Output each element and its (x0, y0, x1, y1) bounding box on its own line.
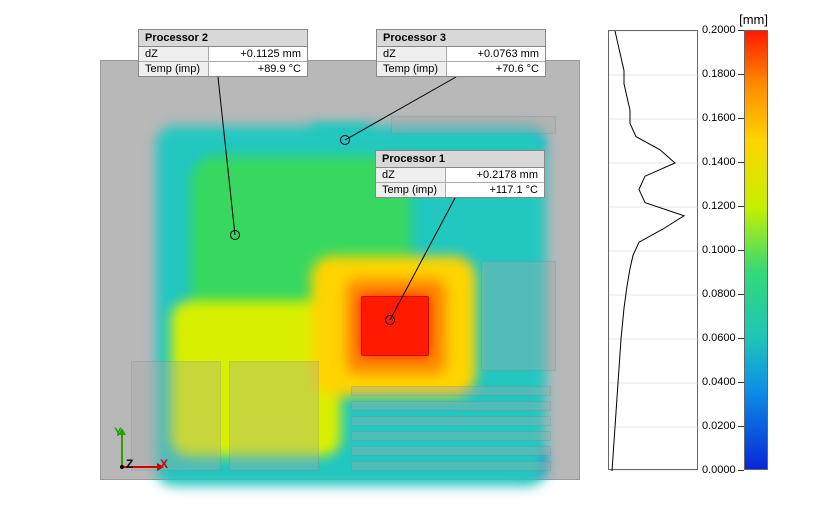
pcb-feature (351, 446, 551, 456)
legend-tick-label: 0.0600 (702, 332, 738, 344)
thermal-visualization: Processor 2dZ+0.1125 mmTemp (imp)+89.9 °… (100, 35, 580, 480)
pcb-substrate (100, 60, 580, 480)
probe-point-proc3 (340, 135, 350, 145)
callout-row: dZ+0.0763 mm (377, 47, 545, 62)
legend-tick-label: 0.1200 (702, 200, 738, 212)
callout-proc2: Processor 2dZ+0.1125 mmTemp (imp)+89.9 °… (138, 29, 308, 77)
callout-value: +70.6 °C (447, 62, 545, 76)
pcb-feature (229, 361, 319, 471)
legend-tick-label: 0.0400 (702, 376, 738, 388)
axis-z-label: Z (126, 457, 133, 471)
legend-tick-label: 0.1000 (702, 244, 738, 256)
callout-value: +0.1125 mm (209, 47, 307, 61)
callout-key: Temp (imp) (376, 183, 446, 197)
callout-row: Temp (imp)+117.1 °C (376, 183, 544, 197)
probe-point-proc1 (385, 315, 395, 325)
legend-tick-mark (738, 250, 744, 251)
callout-title: Processor 1 (376, 151, 544, 168)
callout-key: Temp (imp) (377, 62, 447, 76)
legend-tick-mark (738, 294, 744, 295)
callout-proc3: Processor 3dZ+0.0763 mmTemp (imp)+70.6 °… (376, 29, 546, 77)
callout-row: dZ+0.1125 mm (139, 47, 307, 62)
legend-tick-label: 0.0800 (702, 288, 738, 300)
callout-key: dZ (139, 47, 209, 61)
heat-hotspot (361, 296, 429, 356)
pcb-feature (391, 116, 556, 134)
callout-proc1: Processor 1dZ+0.2178 mmTemp (imp)+117.1 … (375, 150, 545, 198)
callout-value: +89.9 °C (209, 62, 307, 76)
legend-tick-label: 0.1600 (702, 112, 738, 124)
callout-value: +0.0763 mm (447, 47, 545, 61)
axis-x-label: X (160, 457, 168, 471)
callout-row: Temp (imp)+70.6 °C (377, 62, 545, 76)
legend-tick-mark (738, 426, 744, 427)
callout-title: Processor 3 (377, 30, 545, 47)
callout-row: dZ+0.2178 mm (376, 168, 544, 183)
pcb-feature (351, 416, 551, 426)
callout-key: Temp (imp) (139, 62, 209, 76)
axis-y-label: Y (114, 425, 122, 439)
legend-tick-label: 0.0000 (702, 464, 738, 476)
pcb-feature (481, 261, 556, 371)
legend-tick-mark (738, 118, 744, 119)
callout-title: Processor 2 (139, 30, 307, 47)
legend-tick-mark (738, 74, 744, 75)
probe-point-proc2 (230, 230, 240, 240)
callout-key: dZ (376, 168, 446, 182)
pcb-feature (351, 386, 551, 396)
callout-row: Temp (imp)+89.9 °C (139, 62, 307, 76)
legend-colorbar (744, 30, 768, 470)
legend-tick-mark (738, 162, 744, 163)
color-legend: [mm] 0.20000.18000.16000.14000.12000.100… (608, 30, 768, 470)
legend-tick-label: 0.1400 (702, 156, 738, 168)
legend-tick-label: 0.1800 (702, 68, 738, 80)
legend-tick-mark (738, 30, 744, 31)
axes-indicator: Y Z X (102, 429, 172, 482)
callout-value: +0.2178 mm (446, 168, 544, 182)
legend-profile-curve (608, 30, 698, 470)
legend-tick-label: 0.2000 (702, 24, 738, 36)
legend-tick-mark (738, 338, 744, 339)
legend-tick-label: 0.0200 (702, 420, 738, 432)
callout-value: +117.1 °C (446, 183, 544, 197)
legend-unit-label: [mm] (739, 12, 768, 27)
callout-key: dZ (377, 47, 447, 61)
legend-tick-mark (738, 470, 744, 471)
pcb-feature (351, 431, 551, 441)
pcb-feature (351, 461, 551, 471)
legend-tick-mark (738, 382, 744, 383)
pcb-feature (351, 401, 551, 411)
legend-tick-mark (738, 206, 744, 207)
